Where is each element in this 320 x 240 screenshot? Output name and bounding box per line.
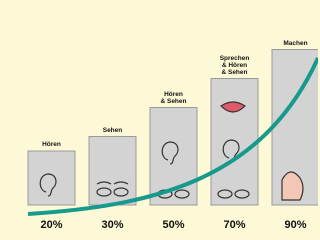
bar <box>211 79 258 206</box>
category-label: Machen <box>266 40 320 47</box>
value-label: 50% <box>144 219 204 231</box>
category-label: Hören & Sehen <box>144 91 204 105</box>
value-label: 30% <box>83 219 143 231</box>
chart <box>0 0 318 240</box>
page: Hören 20% Sehen 30% Hören & Sehen 50% Sprechen… <box>0 0 318 240</box>
bar <box>89 137 136 206</box>
value-label: 70% <box>205 219 265 231</box>
value-label: 20% <box>22 219 82 231</box>
bar <box>28 151 75 205</box>
category-label: Sehen <box>83 127 143 134</box>
value-label: 90% <box>266 219 320 231</box>
category-label: Sprechen & Hören & Sehen <box>205 55 265 76</box>
category-label: Hören <box>22 141 82 148</box>
